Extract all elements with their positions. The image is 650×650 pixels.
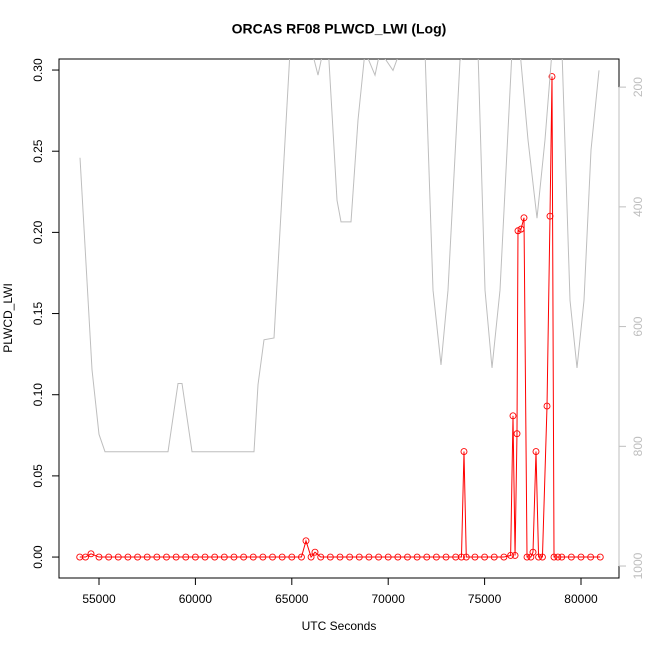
y2-tick-label: 600	[631, 316, 645, 336]
data-point	[172, 553, 180, 561]
data-point	[311, 548, 319, 556]
chart-title: ORCAS RF08 PLWCD_LWI (Log)	[232, 21, 447, 37]
data-point	[490, 553, 498, 561]
data-point	[520, 214, 528, 222]
y-tick-label: 0.00	[31, 545, 45, 569]
y2-tick-label: 1000	[631, 552, 645, 579]
y-tick-label: 0.20	[31, 220, 45, 244]
data-point	[462, 553, 470, 561]
data-point	[460, 448, 468, 455]
data-point	[220, 553, 228, 561]
y-axis-label: PLWCD_LWI	[1, 283, 15, 353]
data-point	[442, 553, 450, 561]
data-point	[413, 553, 421, 561]
data-point	[114, 553, 122, 561]
data-point	[143, 553, 151, 561]
y-tick-label: 0.10	[31, 383, 45, 407]
x-tick-label: 55000	[82, 592, 116, 606]
data-point	[517, 225, 525, 233]
data-point	[577, 553, 585, 561]
data-point	[297, 553, 305, 561]
data-point	[554, 553, 562, 561]
series-line	[79, 59, 600, 453]
y-tick-label: 0.25	[31, 139, 45, 163]
data-point	[375, 553, 383, 561]
data-point	[513, 430, 521, 438]
x-axis-label: UTC Seconds	[302, 619, 377, 633]
y2-tick-label: 800	[631, 436, 645, 456]
data-point	[523, 553, 531, 561]
data-point	[567, 553, 575, 561]
series-line	[79, 76, 601, 559]
data-point	[346, 553, 354, 561]
data-point	[87, 550, 95, 558]
data-point	[471, 553, 479, 561]
data-point	[458, 553, 465, 561]
data-point	[124, 553, 132, 561]
x-tick-label: 75000	[468, 592, 502, 606]
data-point	[317, 553, 325, 561]
data-point	[432, 553, 440, 561]
y-tick-label: 0.15	[31, 302, 45, 326]
data-point	[481, 553, 489, 561]
x-tick-label: 65000	[275, 592, 309, 606]
plot-area	[76, 59, 604, 561]
data-point	[535, 553, 543, 561]
data-point	[269, 553, 276, 561]
data-point	[511, 551, 519, 559]
data-point	[278, 553, 286, 561]
data-point	[95, 553, 103, 561]
data-point	[230, 553, 238, 561]
data-point	[558, 553, 566, 561]
data-point	[302, 537, 310, 545]
data-point	[211, 553, 219, 561]
data-point	[423, 553, 431, 561]
data-point	[596, 553, 604, 561]
data-point	[384, 553, 392, 561]
data-point	[134, 553, 142, 561]
data-point	[336, 553, 344, 561]
data-point	[326, 553, 334, 561]
data-point	[394, 553, 402, 561]
data-point	[543, 402, 551, 410]
x-tick-label: 60000	[179, 592, 213, 606]
data-point	[550, 553, 558, 561]
data-point	[288, 553, 296, 561]
data-point	[191, 553, 199, 561]
data-point	[182, 553, 190, 561]
data-point	[163, 553, 170, 561]
data-point	[529, 548, 537, 556]
data-point	[548, 73, 556, 80]
data-point	[507, 551, 515, 559]
data-point	[82, 553, 89, 561]
data-point	[259, 553, 267, 561]
data-point	[365, 553, 373, 561]
data-point	[538, 553, 546, 561]
data-point	[355, 553, 363, 561]
x-tick-label: 80000	[564, 592, 598, 606]
data-point	[153, 553, 161, 561]
data-point	[404, 553, 411, 561]
data-point	[105, 553, 113, 561]
data-point	[201, 553, 209, 561]
data-point	[307, 553, 315, 561]
y2-tick-label: 400	[631, 197, 645, 217]
y2-tick-label: 200	[631, 77, 645, 97]
data-point	[509, 412, 517, 420]
y-tick-label: 0.30	[31, 58, 45, 82]
data-point	[532, 448, 540, 455]
data-point	[249, 553, 257, 561]
x-tick-label: 70000	[372, 592, 406, 606]
y-tick-label: 0.05	[31, 464, 45, 488]
data-point	[587, 553, 595, 561]
data-point	[546, 212, 554, 220]
data-point	[500, 553, 508, 561]
data-point	[240, 553, 248, 561]
